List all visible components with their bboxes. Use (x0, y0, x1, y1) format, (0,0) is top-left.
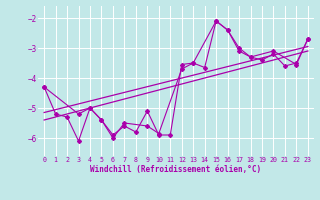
X-axis label: Windchill (Refroidissement éolien,°C): Windchill (Refroidissement éolien,°C) (91, 165, 261, 174)
